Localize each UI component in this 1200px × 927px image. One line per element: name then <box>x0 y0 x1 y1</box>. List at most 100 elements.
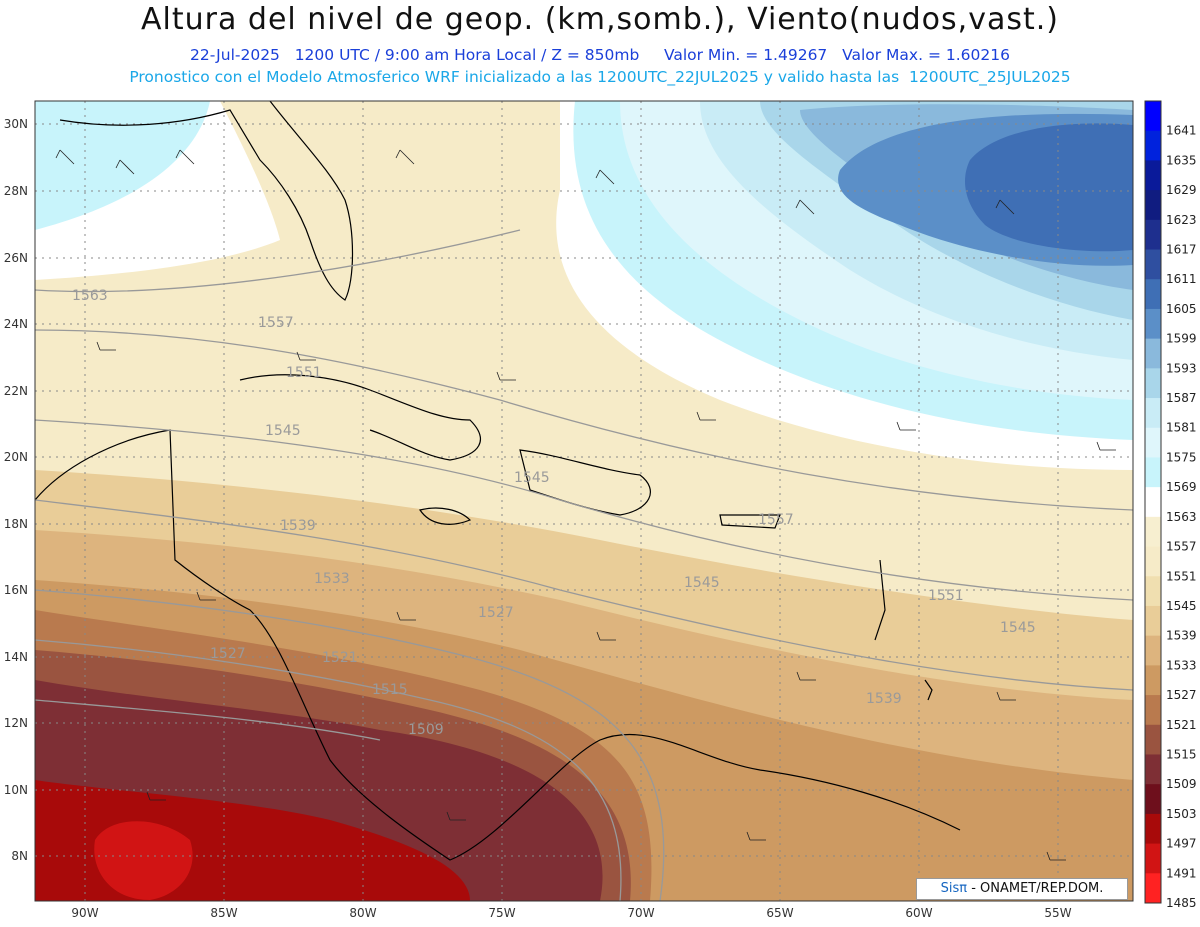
colorbar-label: 1623 <box>1166 213 1197 227</box>
colorbar-label: 1641 <box>1166 124 1197 138</box>
colorbar-label: 1587 <box>1166 391 1197 405</box>
colorbar-swatch <box>1145 635 1161 666</box>
colorbar-swatch <box>1145 546 1161 577</box>
lon-label: 85W <box>210 906 237 920</box>
colorbar-label: 1635 <box>1166 153 1197 167</box>
lat-label: 20N <box>4 450 28 464</box>
lat-label: 16N <box>4 583 28 597</box>
colorbar-label: 1515 <box>1166 747 1197 761</box>
shaded-field: 1563 1557 1551 1545 1545 1539 1533 1527 … <box>35 101 1133 901</box>
colorbar-label: 1593 <box>1166 361 1197 375</box>
contour-label: 1521 <box>322 650 358 666</box>
colorbar-swatch <box>1145 843 1161 874</box>
lat-label: 22N <box>4 384 28 398</box>
colorbar-frame <box>1144 100 1162 904</box>
lat-label: 14N <box>4 650 28 664</box>
colorbar-swatch <box>1145 398 1161 429</box>
lon-label: 55W <box>1044 906 1071 920</box>
lat-label: 8N <box>11 849 28 863</box>
colorbar-label: 1599 <box>1166 332 1197 346</box>
colorbar-label: 1485 <box>1166 896 1197 910</box>
contour-label: 1509 <box>408 722 444 738</box>
lat-label: 30N <box>4 117 28 131</box>
latitude-axis: 30N 28N 26N 24N 22N 20N 18N 16N 14N 12N … <box>4 117 28 863</box>
contour-label: 1551 <box>928 588 964 604</box>
colorbar-label: 1563 <box>1166 510 1197 524</box>
colorbar-swatch <box>1145 160 1161 191</box>
colorbar-swatch <box>1145 487 1161 518</box>
lat-label: 24N <box>4 317 28 331</box>
colorbar-label: 1575 <box>1166 450 1197 464</box>
colorbar-swatch <box>1145 457 1161 488</box>
colorbar-swatch <box>1145 605 1161 637</box>
colorbar-swatch <box>1145 516 1161 548</box>
colorbar-label: 1569 <box>1166 480 1197 494</box>
credit-box: Sisπ - ONAMET/REP.DOM. <box>916 878 1128 900</box>
colorbar-label: 1497 <box>1166 837 1197 851</box>
contours <box>35 229 1133 901</box>
colorbar-swatch <box>1145 724 1161 755</box>
colorbar-swatch <box>1145 754 1161 785</box>
contour-label: 1551 <box>286 365 322 381</box>
colorbar: 1641 1635 1629 1623 1617 1611 1605 1599 1593 1587… <box>1144 100 1197 910</box>
colorbar-label: 1527 <box>1166 688 1197 702</box>
colorbar-swatch <box>1145 665 1161 696</box>
colorbar-swatch <box>1145 279 1161 310</box>
colorbar-swatch <box>1145 784 1161 815</box>
colorbar-swatch <box>1145 427 1161 458</box>
lon-label: 60W <box>905 906 932 920</box>
colorbar-swatch <box>1145 695 1161 726</box>
lat-label: 18N <box>4 517 28 531</box>
colorbar-label: 1509 <box>1166 777 1197 791</box>
longitude-axis: 90W 85W 80W 75W 70W 65W 60W 55W <box>71 906 1071 920</box>
colorbar-label: 1617 <box>1166 243 1197 257</box>
contour-label: 1539 <box>280 518 316 534</box>
contour-label: 1545 <box>684 575 720 591</box>
lon-label: 65W <box>766 906 793 920</box>
map-title: Altura del nivel de geop. (km,somb.), Vi… <box>141 2 1059 37</box>
colorbar-label: 1545 <box>1166 599 1197 613</box>
contour-label: 1545 <box>1000 620 1036 636</box>
colorbar-swatch <box>1145 101 1161 132</box>
contour-label: 1515 <box>372 682 408 698</box>
wind-barbs <box>55 149 1116 861</box>
colorbar-swatch <box>1145 308 1161 340</box>
colorbar-swatch <box>1145 130 1161 161</box>
lon-label: 70W <box>627 906 654 920</box>
colorbar-label: 1539 <box>1166 629 1197 643</box>
contour-label: 1563 <box>72 288 108 304</box>
lon-label: 90W <box>71 906 98 920</box>
colorbar-swatch <box>1145 576 1161 607</box>
lon-label: 75W <box>488 906 515 920</box>
colorbar-label: 1551 <box>1166 569 1197 583</box>
colorbar-swatch <box>1145 813 1161 845</box>
lat-label: 10N <box>4 783 28 797</box>
contour-label: 1545 <box>265 423 301 439</box>
colorbar-label: 1557 <box>1166 540 1197 554</box>
colorbar-label: 1611 <box>1166 272 1197 286</box>
contour-labels: 1563 1557 1551 1545 1545 1539 1533 1527 … <box>72 288 1036 738</box>
contour-label: 1527 <box>210 646 246 662</box>
colorbar-label: 1503 <box>1166 807 1197 821</box>
colorbar-label: 1605 <box>1166 302 1197 316</box>
contour-label: 1533 <box>314 571 350 587</box>
colorbar-swatch <box>1145 190 1161 221</box>
colorbar-label: 1581 <box>1166 421 1197 435</box>
credit-text: - ONAMET/REP.DOM. <box>967 881 1104 896</box>
colorbar-label: 1521 <box>1166 718 1197 732</box>
lat-label: 12N <box>4 716 28 730</box>
subtitle-date-level: 22-Jul-2025 1200 UTC / 9:00 am Hora Loca… <box>190 46 1010 64</box>
contour-label: 1539 <box>866 691 902 707</box>
lon-label: 80W <box>349 906 376 920</box>
contour-label: 1545 <box>514 470 550 486</box>
sispi-logo: Sisπ <box>940 881 968 896</box>
lat-label: 26N <box>4 251 28 265</box>
contour-label: 1557 <box>258 315 294 331</box>
colorbar-swatch <box>1145 219 1161 251</box>
colorbar-label: 1533 <box>1166 658 1197 672</box>
colorbar-label: 1491 <box>1166 866 1197 880</box>
lat-label: 28N <box>4 184 28 198</box>
subtitle-model-info: Pronostico con el Modelo Atmosferico WRF… <box>129 68 1071 86</box>
contour-label: 1527 <box>478 605 514 621</box>
